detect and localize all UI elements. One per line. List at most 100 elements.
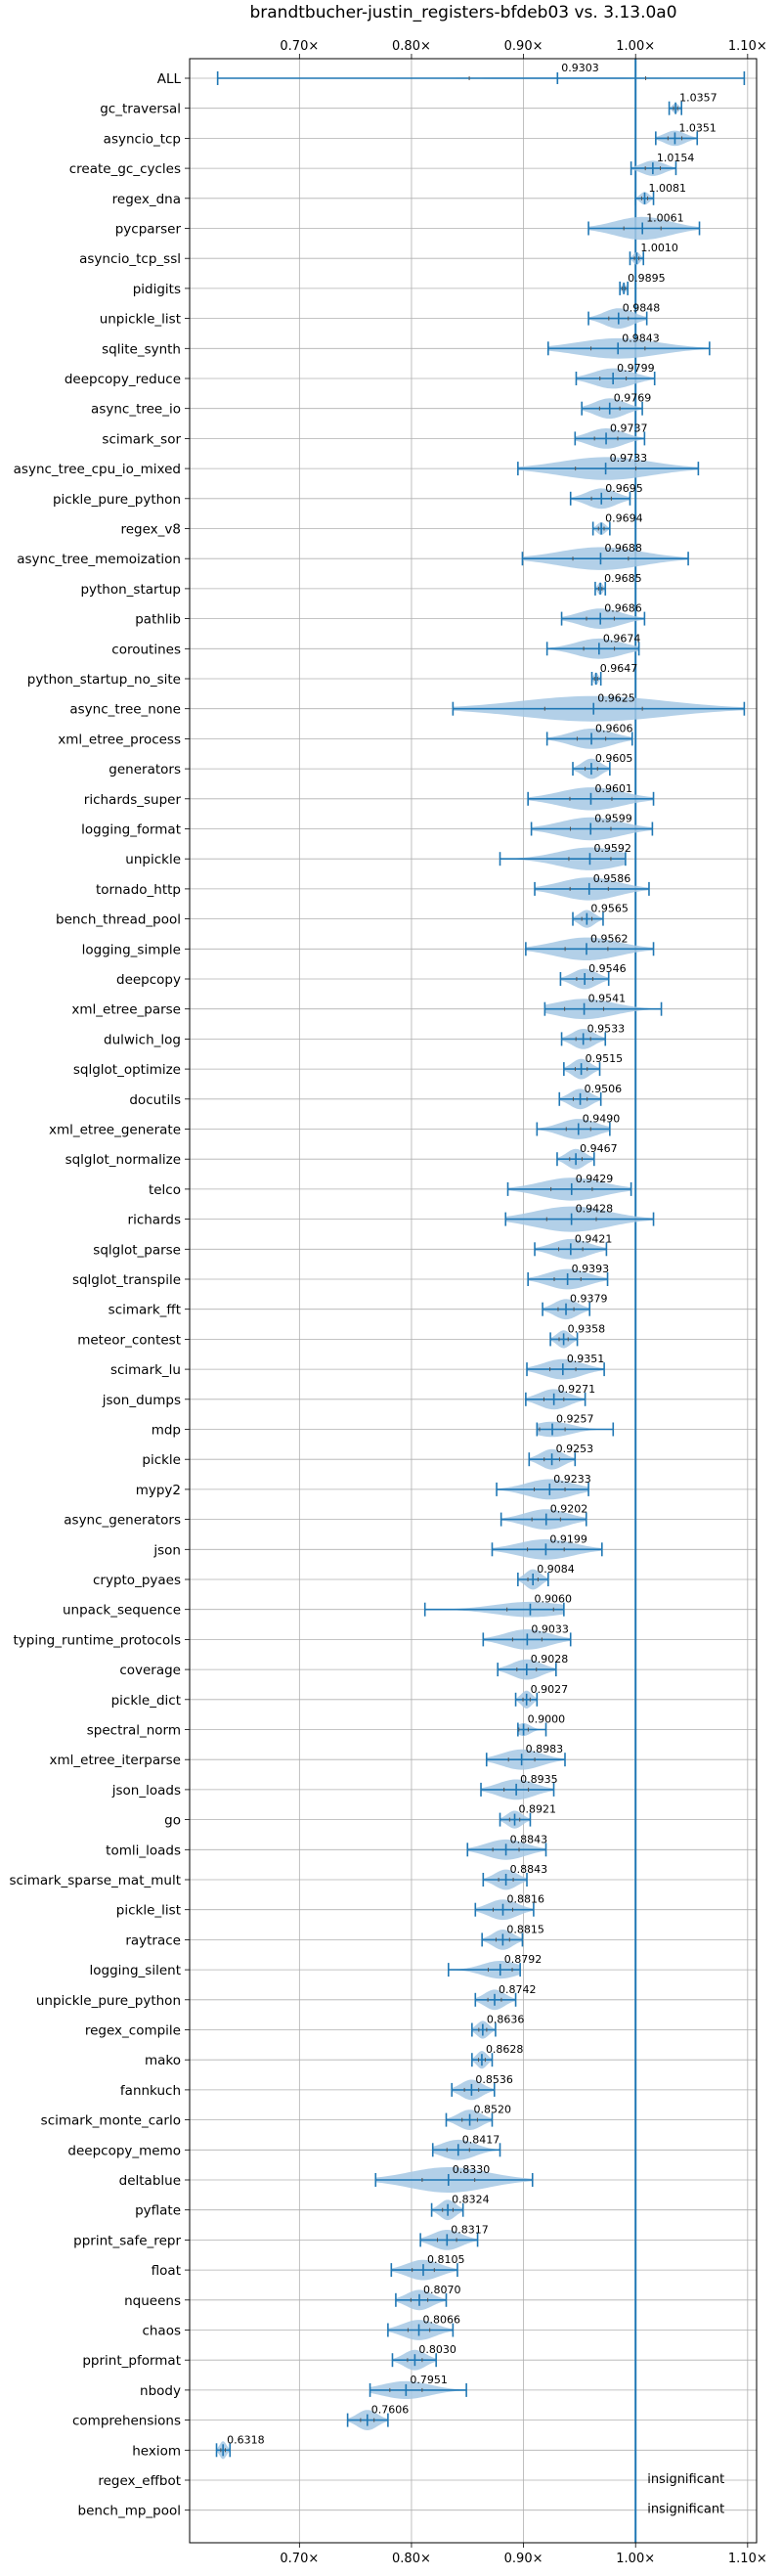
value-label: 0.9686 — [604, 602, 642, 615]
value-label: 0.9737 — [610, 422, 648, 434]
x-tick-label-bottom: 1.00× — [616, 2552, 655, 2566]
benchmark-label: regex_effbot — [98, 2473, 181, 2489]
insignificant-label: insignificant — [647, 2503, 724, 2517]
x-tick-label-bottom: 0.70× — [280, 2552, 319, 2566]
value-label: 0.9428 — [576, 1203, 614, 1216]
insignificant-label: insignificant — [647, 2472, 724, 2487]
x-tick-label-bottom: 0.80× — [392, 2552, 431, 2566]
benchmark-label: sqlglot_transpile — [72, 1272, 181, 1288]
value-label: 1.0154 — [657, 152, 695, 164]
benchmark-label: ALL — [157, 71, 182, 87]
value-label: 0.9695 — [605, 482, 643, 495]
benchmark-label: async_generators — [64, 1513, 181, 1529]
value-label: 1.0061 — [646, 212, 684, 225]
benchmark-label: richards — [128, 1213, 181, 1228]
value-label: 0.9351 — [567, 1353, 605, 1365]
benchmark-label: dulwich_log — [104, 1032, 181, 1047]
benchmark-label: json — [152, 1542, 181, 1558]
benchmark-label: richards_super — [84, 792, 182, 808]
benchmark-label: typing_runtime_protocols — [14, 1632, 182, 1648]
benchmark-label: pickle_list — [116, 1903, 181, 1919]
x-tick-label-top: 1.10× — [728, 39, 767, 54]
value-label: 0.9562 — [590, 932, 629, 945]
benchmark-label: unpickle_pure_python — [36, 1993, 181, 2009]
benchmark-label: sqlglot_optimize — [73, 1062, 181, 1078]
benchmark-label: xml_etree_parse — [71, 1002, 181, 1018]
benchmark-label: deepcopy_reduce — [65, 372, 181, 387]
benchmark-label: comprehensions — [72, 2414, 181, 2429]
benchmark-label: pycparser — [115, 222, 182, 238]
x-tick-label-top: 0.80× — [392, 39, 431, 54]
benchmark-label: json_dumps — [102, 1393, 181, 1408]
benchmark-label: telco — [149, 1182, 181, 1198]
benchmark-label: scimark_sor — [102, 431, 181, 447]
benchmark-label: logging_simple — [82, 942, 181, 957]
benchmark-label: pathlib — [135, 612, 181, 628]
benchmark-label: asyncio_tcp — [104, 131, 181, 147]
benchmark-label: create_gc_cycles — [69, 161, 181, 177]
value-label: 0.9799 — [617, 362, 655, 375]
x-tick-label-bottom: 1.10× — [728, 2552, 767, 2566]
value-label: 0.9257 — [556, 1413, 594, 1426]
benchmark-label: tornado_http — [96, 882, 181, 898]
value-label: 1.0357 — [679, 92, 717, 105]
value-label: 0.9490 — [583, 1113, 621, 1126]
value-label: 0.8417 — [462, 2133, 500, 2146]
value-label: 0.9429 — [576, 1173, 614, 1185]
value-label: 0.8815 — [506, 1923, 544, 1935]
plot-frame — [189, 58, 758, 2544]
value-label: 1.0351 — [678, 121, 717, 134]
benchmark-label: tomli_loads — [106, 1843, 181, 1858]
benchmark-label: float — [152, 2263, 181, 2279]
value-label: 0.8330 — [453, 2163, 491, 2176]
benchmark-label: mdp — [152, 1423, 181, 1439]
benchmark-label: logging_silent — [90, 1963, 181, 1978]
benchmark-label: async_tree_memoization — [17, 552, 181, 567]
value-label: 0.8324 — [452, 2194, 490, 2206]
x-tick-label-top: 1.00× — [616, 39, 655, 54]
value-label: 0.9421 — [575, 1232, 613, 1245]
value-label: 0.8317 — [451, 2223, 489, 2236]
benchmark-label: xml_etree_process — [58, 732, 181, 747]
benchmark-label: python_startup — [80, 582, 181, 598]
benchmark-label: scimark_fft — [109, 1303, 181, 1318]
benchmark-label: coverage — [119, 1663, 181, 1678]
value-label: 0.9303 — [561, 62, 599, 74]
value-label: 0.9199 — [549, 1532, 587, 1545]
benchmark-label: deepcopy_memo — [67, 2143, 181, 2158]
value-label: 0.9358 — [568, 1322, 606, 1335]
benchmark-label: regex_compile — [85, 2023, 181, 2039]
value-label: 0.9769 — [614, 392, 652, 405]
value-label: 0.8792 — [504, 1953, 543, 1966]
x-tick-label-top: 0.70× — [280, 39, 319, 54]
value-label: 0.8843 — [510, 1863, 548, 1876]
value-label: 0.9599 — [594, 813, 632, 825]
benchmark-label: unpickle_list — [100, 312, 181, 328]
value-label: 0.8843 — [510, 1833, 548, 1845]
benchmark-label: logging_format — [81, 822, 181, 838]
value-label: 0.8066 — [423, 2314, 461, 2327]
value-label: 0.8636 — [487, 2014, 524, 2026]
benchmark-label: pprint_safe_repr — [73, 2233, 181, 2248]
value-label: 0.9253 — [556, 1443, 594, 1455]
chart-title: brandtbucher-justin_registers-bfdeb03 vs… — [249, 3, 676, 22]
value-label: 1.0081 — [648, 182, 686, 195]
value-label: 0.9843 — [622, 332, 660, 344]
benchmark-label: sqlglot_parse — [93, 1242, 181, 1258]
benchmark-label: go — [164, 1813, 181, 1829]
value-label: 0.9674 — [603, 632, 641, 644]
benchmark-label: async_tree_io — [91, 402, 181, 418]
value-label: 0.9733 — [610, 452, 648, 465]
benchmark-label: deltablue — [119, 2173, 181, 2189]
value-label: 0.9565 — [590, 903, 629, 915]
value-label: 0.8030 — [418, 2343, 456, 2356]
value-label: 0.6318 — [227, 2433, 264, 2446]
benchmark-label: unpack_sequence — [63, 1603, 181, 1619]
value-label: 0.9271 — [558, 1383, 596, 1396]
value-label: 0.9506 — [585, 1083, 623, 1095]
benchmark-label: generators — [109, 762, 181, 777]
benchmark-label: raytrace — [125, 1932, 181, 1948]
value-label: 0.8935 — [520, 1773, 558, 1786]
benchmark-label: mypy2 — [136, 1483, 181, 1498]
